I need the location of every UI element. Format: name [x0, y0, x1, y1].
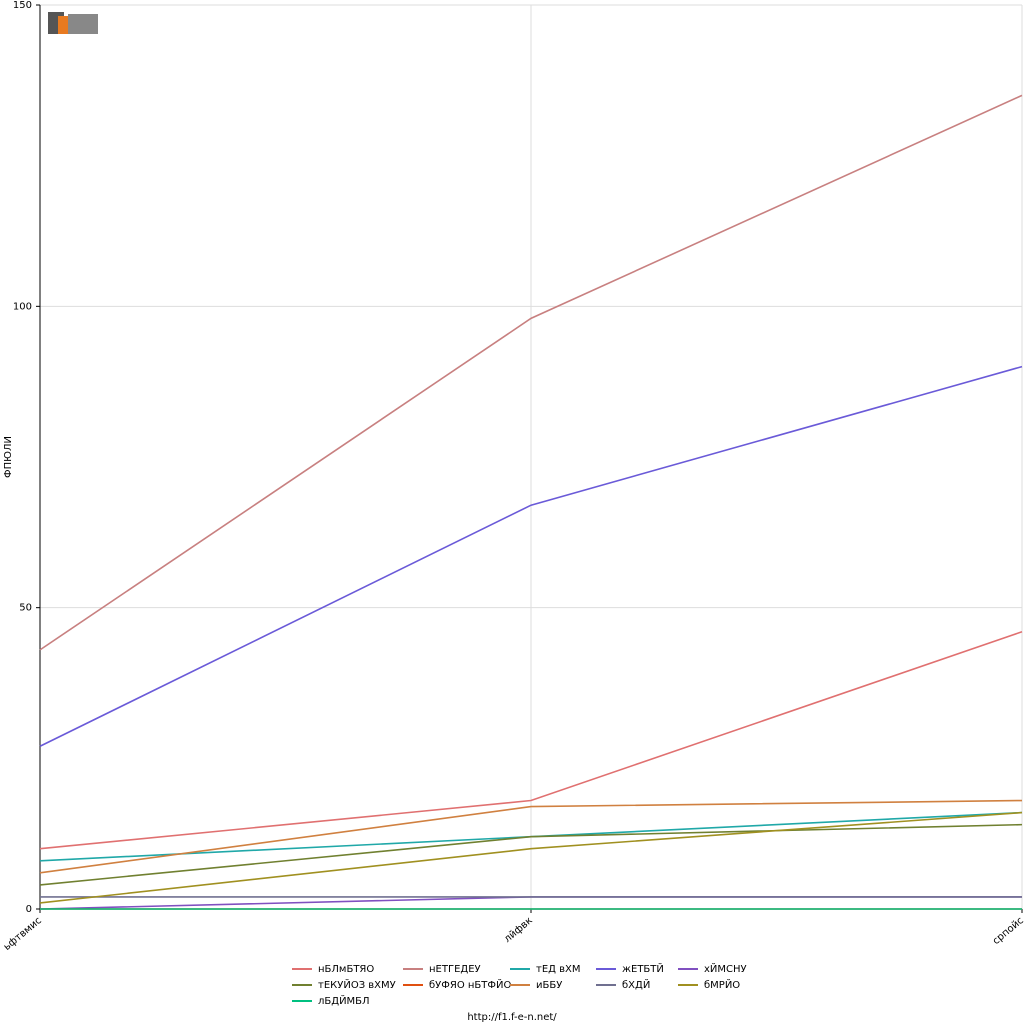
x-tick-label: српойс [991, 915, 1024, 947]
series-line [39, 631, 1023, 850]
y-tick-label: 50 [19, 603, 32, 614]
legend-label: бХДЙ [622, 978, 650, 991]
legend-label: иББУ [536, 980, 562, 991]
legend-label: бМРЙО [704, 978, 740, 991]
y-tick-label: 100 [13, 301, 32, 312]
legend-label: жЕТБТЙ [622, 962, 664, 975]
footer: http://f1.f-e-n.net/ [467, 1012, 557, 1023]
series-line [39, 94, 1023, 651]
logo [48, 12, 98, 34]
series-line [39, 799, 1023, 874]
y-tick-label: 150 [13, 0, 32, 11]
y-axis-label: ФПЮЛИ [3, 436, 14, 478]
legend-label: бУФЯО нБТФЙО [429, 978, 511, 991]
x-tick-label: лйфвк [502, 915, 535, 945]
y-tick-label: 0 [26, 904, 32, 915]
x-tick-label: ьфтвмис [2, 915, 44, 953]
legend-label: нЕТГЕДЕУ [429, 964, 481, 975]
legend-label: тЕД вХМ [536, 964, 581, 975]
series-line [39, 811, 1023, 904]
series-line [39, 365, 1023, 747]
legend-label: лБДЙМБЛ [318, 994, 370, 1007]
legend-label: тЕКУЙОЗ вХМУ [318, 978, 396, 991]
series-line [39, 823, 1023, 886]
legend-label: нБЛмБТЯО [318, 964, 374, 975]
legend-label: хЙМСНУ [704, 962, 747, 975]
